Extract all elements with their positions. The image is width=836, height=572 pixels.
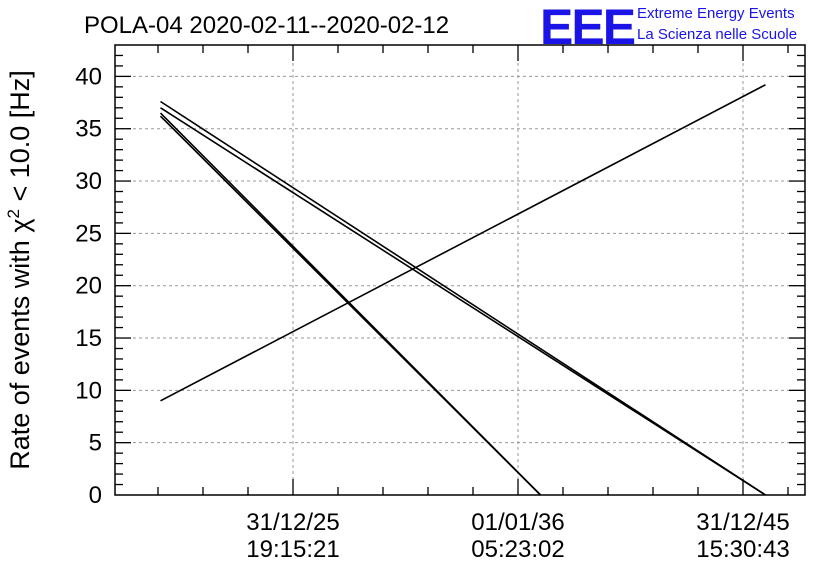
y-tick-label: 15 xyxy=(75,325,102,352)
y-tick-label: 10 xyxy=(75,377,102,404)
x-tick-label-date: 31/12/45 xyxy=(696,509,789,536)
x-tick-label-date: 31/12/25 xyxy=(246,509,339,536)
chart-title: POLA-04 2020-02-11--2020-02-12 xyxy=(84,12,449,39)
y-tick-label: 35 xyxy=(75,116,102,143)
y-tick-label: 5 xyxy=(89,430,102,457)
logo-line-1: Extreme Energy Events xyxy=(637,5,795,22)
grid xyxy=(115,45,805,495)
x-tick-label-time: 15:30:43 xyxy=(696,536,789,563)
series-segment-5 xyxy=(159,115,542,496)
series-segment-1 xyxy=(160,84,766,402)
y-tick-label: 0 xyxy=(89,482,102,509)
y-tick-label: 30 xyxy=(75,168,102,195)
x-tick-label-date: 01/01/36 xyxy=(471,509,564,536)
eee-logo: EEE Extreme Energy Events La Scienza nel… xyxy=(540,0,797,55)
ticks xyxy=(115,45,805,495)
y-tick-label: 25 xyxy=(75,220,102,247)
series-segment-2 xyxy=(160,100,766,496)
plot-frame xyxy=(114,44,806,496)
y-axis-title: Rate of events with χ2 < 10.0 [Hz] xyxy=(4,70,35,470)
data-series xyxy=(159,84,766,496)
x-tick-label-time: 05:23:02 xyxy=(471,536,564,563)
y-tick-label: 40 xyxy=(75,63,102,90)
logo-line-2: La Scienza nelle Scuole xyxy=(637,26,797,43)
x-tick-label-time: 19:15:21 xyxy=(246,536,339,563)
y-tick-label: 20 xyxy=(75,273,102,300)
series-segment-3 xyxy=(160,107,766,496)
y-tick-labels: 0 5 10 15 20 25 30 35 40 xyxy=(75,63,102,509)
logo-letters: EEE xyxy=(540,0,635,55)
